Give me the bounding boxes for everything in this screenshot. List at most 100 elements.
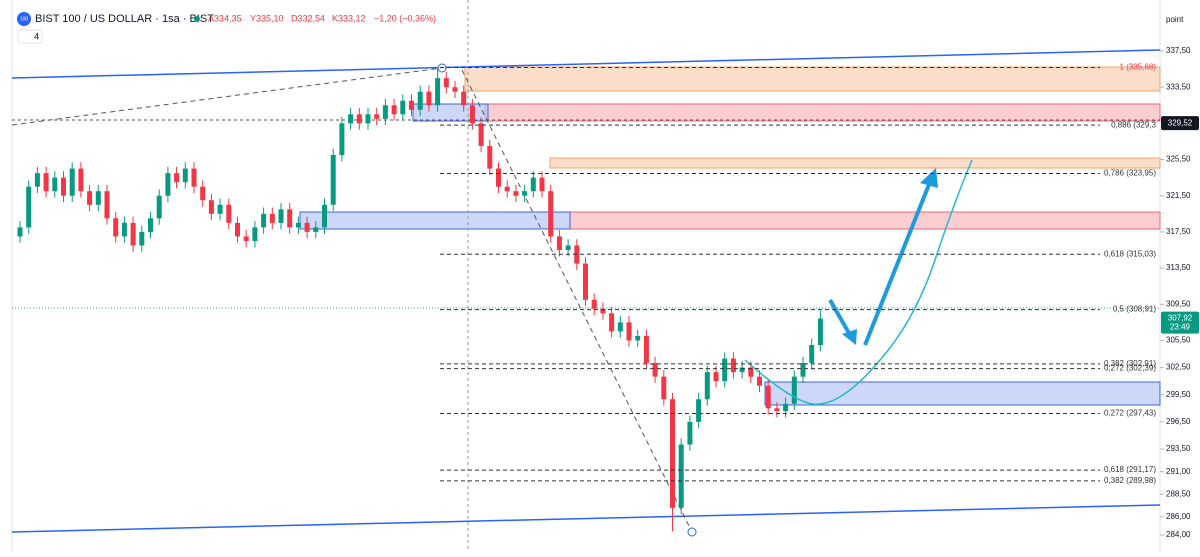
candle-body <box>182 168 188 183</box>
candle-body <box>670 399 675 508</box>
candle-body <box>365 114 371 124</box>
fib-diagonal <box>11 67 443 126</box>
candle-body <box>748 367 754 377</box>
candle-body <box>95 191 101 205</box>
price-label-time: 23:49 <box>1170 323 1191 332</box>
price-label-box <box>1161 311 1199 334</box>
candle-body <box>504 186 510 192</box>
candle-body <box>478 123 484 146</box>
candle-body <box>113 218 119 237</box>
candle-body <box>452 87 458 92</box>
indicator-toggle[interactable] <box>17 29 43 44</box>
candle-body <box>174 173 180 183</box>
candle-body <box>261 213 267 228</box>
candle-body <box>200 186 206 201</box>
candle-body <box>217 204 223 214</box>
y-tick-label: 293,50 <box>1166 444 1191 453</box>
candle-body <box>313 227 319 232</box>
candle-body <box>191 168 197 187</box>
candle-body <box>52 177 58 192</box>
candle-body <box>548 191 554 237</box>
fib-level-label: 0,786 (323,95) <box>1104 169 1156 178</box>
y-tick-label: 291,00 <box>1166 467 1191 476</box>
candle-body <box>739 367 745 373</box>
indicator-count[interactable]: 4 <box>34 31 39 41</box>
candle-body <box>817 318 823 345</box>
anchor <box>687 527 697 537</box>
candle-body <box>687 421 693 445</box>
candle-body <box>513 191 519 196</box>
candle-body <box>26 186 32 228</box>
candle-body <box>583 263 588 300</box>
candle-body <box>426 91 432 106</box>
candle-body <box>722 358 728 382</box>
fib-level-label: 0,618 (315,03) <box>1104 249 1156 258</box>
candle-body <box>208 200 214 214</box>
candle-body <box>783 403 789 412</box>
y-tick-label: 313,50 <box>1166 263 1191 272</box>
trend-line <box>11 504 1161 533</box>
ohlc-low: D332,54 <box>291 13 325 23</box>
fib-level-label: 0,886 (329,3 <box>1111 120 1156 129</box>
symbol-icon <box>17 12 31 26</box>
candle-body <box>339 123 345 156</box>
y-tick-label: 296,50 <box>1166 417 1191 426</box>
candle-body <box>565 245 571 251</box>
zone <box>764 381 1161 406</box>
candle-body <box>148 218 153 232</box>
candle-body <box>643 335 649 364</box>
candle-body <box>461 91 467 106</box>
candle-body <box>757 376 762 386</box>
fib-level-label: 0,382 (302,91) <box>1104 359 1156 368</box>
candle-body <box>530 177 536 192</box>
price-label: 307,92 <box>1168 314 1193 323</box>
price-label-box <box>1161 116 1199 131</box>
candle-body <box>469 105 475 124</box>
projection-curve <box>744 159 973 406</box>
candle-body <box>443 78 449 88</box>
candle-body <box>226 204 232 223</box>
candle-body <box>104 191 110 219</box>
candle-body <box>591 299 597 309</box>
candle-body <box>809 344 815 364</box>
candle-body <box>391 105 397 115</box>
ohlc-close: K333,12 <box>332 13 366 23</box>
arrow <box>863 181 932 346</box>
ohlc-high: Y335,10 <box>250 13 284 23</box>
candle-body <box>348 114 354 124</box>
candle-body <box>295 222 301 228</box>
candle-body <box>156 195 162 219</box>
candle-body <box>765 385 771 409</box>
candle-body <box>252 227 258 241</box>
candle-body <box>626 322 632 341</box>
candle-body <box>322 204 327 228</box>
zone <box>484 103 1161 122</box>
fib-level-label: 0,272 (302,39) <box>1104 364 1156 373</box>
y-tick-label: 317,50 <box>1166 227 1191 236</box>
anchor <box>437 63 447 73</box>
candle-body <box>600 308 606 314</box>
candle-body <box>409 100 414 110</box>
candle-body <box>139 231 145 246</box>
y-tick-label: 309,50 <box>1166 299 1191 308</box>
symbol[interactable]: BIST 100 / US DOLLAR · 1sa · BIST <box>35 13 214 25</box>
candle-body <box>78 168 84 192</box>
candle-body <box>539 177 545 192</box>
y-tick-label: 288,50 <box>1166 489 1191 498</box>
candle-body <box>556 236 562 251</box>
change: −1,20 (−0,36%) <box>374 13 436 23</box>
candle-body <box>635 335 641 341</box>
candle-body <box>34 173 40 187</box>
candle-body <box>652 363 658 377</box>
candle-body <box>713 372 719 382</box>
candle-body <box>704 372 710 400</box>
fib-level-label: 0,5 (308,91) <box>1113 305 1156 314</box>
candle-body <box>235 222 240 237</box>
trend-line <box>11 49 1161 79</box>
candle-body <box>330 155 336 205</box>
candle-body <box>522 191 528 196</box>
candle-body <box>287 209 293 228</box>
